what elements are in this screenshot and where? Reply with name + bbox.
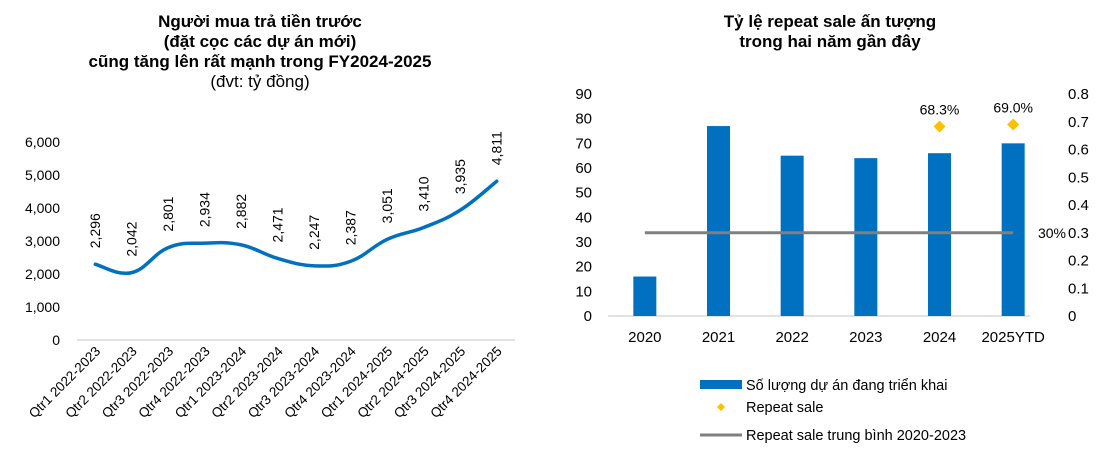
left-chart-title: Người mua trả tiền trước (đặt cọc các dự…: [40, 12, 480, 92]
left-data-label: 3,410: [416, 176, 432, 211]
right-right-y-tick-label: 0.7: [1068, 114, 1089, 131]
right-x-tick-label: 2022: [775, 329, 808, 346]
bar-2023: [854, 158, 878, 316]
right-left-y-tick-label: 90: [575, 86, 592, 103]
repeat-sale-marker: [1007, 118, 1020, 131]
left-y-tick-label: 4,000: [25, 200, 60, 216]
left-data-label: 2,471: [270, 207, 286, 242]
right-left-y-tick-label: 10: [575, 283, 592, 300]
right-left-y-tick-label: 60: [575, 160, 592, 177]
right-left-y-tick-label: 70: [575, 135, 592, 152]
left-data-label: 4,811: [489, 131, 505, 165]
right-legend: Số lượng dự án đang triển khai Repeat sal…: [700, 378, 966, 444]
right-right-y-tick-label: 0.6: [1068, 142, 1089, 159]
left-data-label: 2,801: [160, 196, 176, 231]
left-series-line: [93, 179, 499, 276]
right-right-y-tick-label: 0: [1068, 308, 1076, 325]
left-title-line-1: Người mua trả tiền trước: [158, 12, 362, 31]
right-left-y-tick-label: 20: [575, 259, 592, 276]
left-y-tick-label: 5,000: [25, 167, 60, 183]
left-y-tick-label: 3,000: [25, 233, 60, 249]
left-y-tick-label: 1,000: [25, 299, 60, 315]
bar-2022: [780, 155, 804, 316]
left-data-label: 2,042: [124, 221, 140, 256]
left-data-label: 2,882: [233, 194, 249, 229]
right-right-y-tick-label: 0.1: [1068, 280, 1089, 297]
average-line-label: 30%: [1038, 225, 1066, 241]
legend-swatch-bars: [700, 380, 742, 389]
right-right-y-tick-label: 0.2: [1068, 253, 1089, 270]
left-data-label: 2,296: [87, 213, 103, 248]
left-data-label: 2,387: [343, 210, 359, 245]
left-data-label: 2,934: [197, 192, 213, 227]
right-right-y-tick-label: 0.3: [1068, 225, 1089, 242]
left-line-chart: 0 1,000 2,000 3,000 4,000 5,000 6,000 2,296 2,04…: [25, 131, 515, 421]
left-y-tick-label: 2,000: [25, 266, 60, 282]
right-left-y-tick-label: 50: [575, 185, 592, 202]
legend-label-bars: Số lượng dự án đang triển khai: [746, 378, 947, 394]
bar-2020: [633, 276, 657, 316]
repeat-sale-marker: [933, 120, 946, 133]
bar-2024: [928, 153, 951, 316]
right-right-y-tick-label: 0.8: [1068, 86, 1089, 103]
left-y-tick-label: 0: [52, 332, 60, 348]
left-chart-subtitle: (đvt: tỷ đồng): [210, 72, 310, 91]
repeat-sale-label: 69.0%: [993, 100, 1033, 116]
right-left-y-tick-label: 80: [575, 111, 592, 128]
left-title-line-3: cũng tăng lên rất mạnh trong FY2024-2025: [88, 52, 432, 71]
right-right-y-tick-label: 0.5: [1068, 169, 1089, 186]
right-left-y-tick-label: 0: [584, 308, 592, 325]
right-x-tick-label: 2025YTD: [981, 329, 1045, 346]
left-data-label: 2,247: [306, 215, 322, 250]
right-right-y-tick-label: 0.4: [1068, 197, 1089, 214]
left-data-label: 3,935: [452, 159, 468, 194]
right-x-tick-label: 2024: [923, 329, 956, 346]
legend-swatch-repeat-sale: [717, 403, 725, 411]
right-title-line-2: trong hai năm gần đây: [739, 32, 921, 51]
right-title-line-1: Tỷ lệ repeat sale ấn tượng: [723, 12, 937, 31]
right-left-y-tick-label: 30: [575, 234, 592, 251]
left-data-label: 3,051: [379, 188, 395, 223]
right-x-tick-label: 2023: [849, 329, 882, 346]
right-left-y-tick-label: 40: [575, 209, 592, 226]
bar-2025YTD: [1001, 143, 1025, 316]
left-y-tick-label: 6,000: [25, 134, 60, 150]
legend-label-average: Repeat sale trung bình 2020-2023: [746, 428, 966, 444]
right-x-tick-label: 2021: [702, 329, 735, 346]
right-x-tick-label: 2020: [628, 329, 661, 346]
repeat-sale-label: 68.3%: [920, 101, 960, 117]
right-chart-title: Tỷ lệ repeat sale ấn tượng trong hai năm…: [600, 12, 1060, 52]
bar-2021: [707, 126, 730, 316]
legend-label-repeat-sale: Repeat sale: [746, 400, 823, 416]
left-title-line-2: (đặt cọc các dự án mới): [163, 32, 357, 51]
